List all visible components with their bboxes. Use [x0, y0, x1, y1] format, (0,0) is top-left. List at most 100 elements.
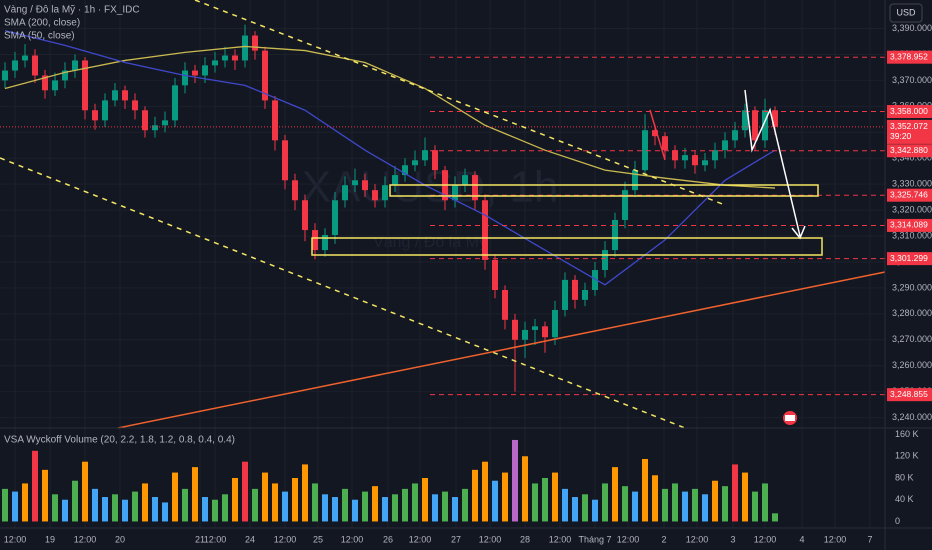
volume-bar — [232, 478, 238, 522]
volume-bar — [102, 497, 108, 522]
level-label-box — [887, 144, 932, 158]
candle-body — [82, 60, 88, 111]
volume-bar — [572, 497, 578, 522]
volume-bar — [282, 491, 288, 522]
axes: 3,390.0003,380.0003,370.0003,360.0003,35… — [4, 23, 932, 544]
x-tick-label: 4 — [799, 534, 804, 544]
volume-bar — [182, 488, 188, 522]
volume-bar — [512, 439, 518, 522]
volume-bar — [562, 488, 568, 522]
candle-body — [202, 65, 208, 76]
volume-bar — [2, 488, 8, 522]
x-tick-label: 19 — [45, 534, 55, 544]
volume-bar — [552, 472, 558, 522]
volume-bar — [592, 499, 598, 522]
level-label-box — [887, 218, 932, 232]
volume-bar — [322, 494, 328, 522]
volume-bar — [62, 499, 68, 522]
candle-body — [682, 155, 688, 161]
candle-body — [392, 175, 398, 186]
candle-body — [712, 150, 718, 161]
level-label: 3,378.952 — [890, 51, 928, 61]
y-tick-label: 3,290.000 — [892, 282, 932, 292]
volume-bar — [752, 491, 758, 522]
x-tick-label: 12:00 — [204, 534, 227, 544]
trendline — [117, 271, 886, 429]
x-tick-label: 12:00 — [341, 534, 364, 544]
volume-bar — [112, 494, 118, 522]
candle-body — [732, 130, 738, 141]
volume-bar — [192, 467, 198, 522]
volume-bar — [262, 472, 268, 522]
marks — [0, 24, 885, 522]
arrow — [744, 89, 801, 237]
candle-body — [22, 55, 28, 61]
watermark-subtitle: Vàng / Đô la Mỹ — [373, 234, 487, 251]
volume-bar — [462, 488, 468, 522]
y-tick-label: 3,370.000 — [892, 75, 932, 85]
volume-bar — [522, 456, 528, 522]
candle-body — [122, 90, 128, 101]
trendline — [0, 157, 686, 429]
volume-bar — [682, 491, 688, 522]
candle-body — [102, 100, 108, 121]
zone — [389, 184, 819, 197]
level-label: 3,342.880 — [890, 145, 928, 155]
volume-bar — [92, 488, 98, 522]
level-label: 3,325.746 — [890, 189, 928, 199]
volume-bar — [372, 486, 378, 522]
candle-body — [362, 180, 368, 191]
candle-body — [662, 136, 668, 151]
zone — [311, 237, 823, 256]
candle-body — [452, 185, 458, 201]
x-tick-label: 12:00 — [549, 534, 572, 544]
y-tick-label: 3,270.000 — [892, 334, 932, 344]
last-price-box — [887, 119, 932, 144]
candle-body — [752, 110, 758, 141]
y-tick-label: 3,330.000 — [892, 179, 932, 189]
volume-bar — [52, 494, 58, 522]
x-tick-label: 27 — [451, 534, 461, 544]
currency-button[interactable] — [889, 3, 923, 23]
volume-bar — [352, 499, 358, 522]
y-tick-label: 3,310.000 — [892, 230, 932, 240]
y-tick-label: 3,240.000 — [892, 412, 932, 422]
x-tick-label: 12:00 — [409, 534, 432, 544]
volume-bar — [392, 494, 398, 522]
x-tick-label: 12:00 — [617, 534, 640, 544]
candle-body — [352, 180, 358, 186]
candle-body — [432, 150, 438, 171]
volume-bar — [692, 488, 698, 522]
currency-button-label[interactable]: USD — [896, 7, 916, 17]
volume-bar — [662, 488, 668, 522]
volume-bar — [32, 450, 38, 522]
level-label: 3,358.000 — [890, 106, 928, 116]
volume-bar — [122, 499, 128, 522]
y-tick-label: 3,390.000 — [892, 23, 932, 33]
candle-body — [702, 160, 708, 166]
x-tick-label: 7 — [867, 534, 872, 544]
arrow-head — [791, 225, 806, 240]
candle-body — [12, 60, 18, 71]
volume-bar — [272, 483, 278, 522]
volume-tick-label: 40 K — [895, 494, 914, 504]
candle-body — [142, 110, 148, 131]
y-tick-label: 3,280.000 — [892, 308, 932, 318]
volume-bar — [362, 491, 368, 522]
candle-body — [152, 125, 158, 131]
candle-body — [62, 70, 68, 81]
candle-body — [372, 190, 378, 201]
candle-body — [32, 55, 38, 76]
candle-body — [382, 185, 388, 201]
volume-tick-label: 80 K — [895, 472, 914, 482]
grid — [0, 0, 885, 528]
x-tick-label: 25 — [313, 534, 323, 544]
pattern-line — [649, 109, 666, 161]
drawings — [0, 0, 886, 429]
volume-bar — [42, 469, 48, 522]
volume-bar — [202, 497, 208, 522]
candle-body — [52, 80, 58, 91]
sma-line — [4, 45, 776, 189]
candle-body — [492, 259, 498, 291]
